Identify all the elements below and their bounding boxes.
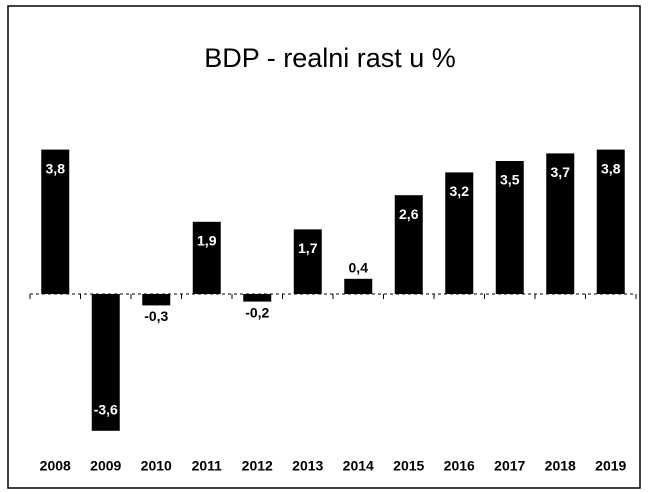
data-label: -0,3 bbox=[144, 308, 168, 324]
data-label: -0,2 bbox=[245, 304, 269, 320]
data-label: 1,9 bbox=[197, 233, 217, 249]
x-tick-label: 2008 bbox=[40, 458, 71, 474]
x-tick-label: 2018 bbox=[545, 458, 576, 474]
bar bbox=[344, 278, 373, 294]
x-tick-label: 2011 bbox=[192, 458, 223, 474]
bar bbox=[192, 221, 221, 294]
x-tick-label: 2009 bbox=[90, 458, 121, 474]
bar bbox=[91, 294, 120, 431]
bar bbox=[495, 161, 524, 294]
x-tick-label: 2016 bbox=[444, 458, 475, 474]
bar bbox=[596, 149, 625, 294]
x-tick-label: 2010 bbox=[141, 458, 172, 474]
bar bbox=[445, 172, 474, 294]
data-label: 1,7 bbox=[298, 240, 318, 256]
bar bbox=[243, 294, 272, 302]
bar bbox=[142, 294, 171, 306]
bar bbox=[293, 229, 322, 294]
x-tick-label: 2017 bbox=[494, 458, 525, 474]
data-label: 3,2 bbox=[450, 183, 470, 199]
data-label: 3,7 bbox=[551, 164, 571, 180]
x-tick-label: 2014 bbox=[343, 458, 374, 474]
x-tick-label: 2012 bbox=[242, 458, 273, 474]
data-label: 3,8 bbox=[601, 160, 621, 176]
chart-title: BDP - realni rast u % bbox=[204, 43, 456, 73]
data-label: 3,8 bbox=[46, 160, 66, 176]
bar bbox=[394, 195, 423, 294]
data-label: 0,4 bbox=[349, 260, 369, 276]
x-tick-label: 2013 bbox=[292, 458, 323, 474]
data-label: 2,6 bbox=[399, 206, 419, 222]
bar bbox=[41, 149, 70, 294]
data-label: -3,6 bbox=[94, 402, 118, 418]
bar bbox=[546, 153, 575, 294]
data-label: 3,5 bbox=[500, 172, 520, 188]
x-tick-label: 2019 bbox=[595, 458, 626, 474]
x-tick-label: 2015 bbox=[393, 458, 424, 474]
